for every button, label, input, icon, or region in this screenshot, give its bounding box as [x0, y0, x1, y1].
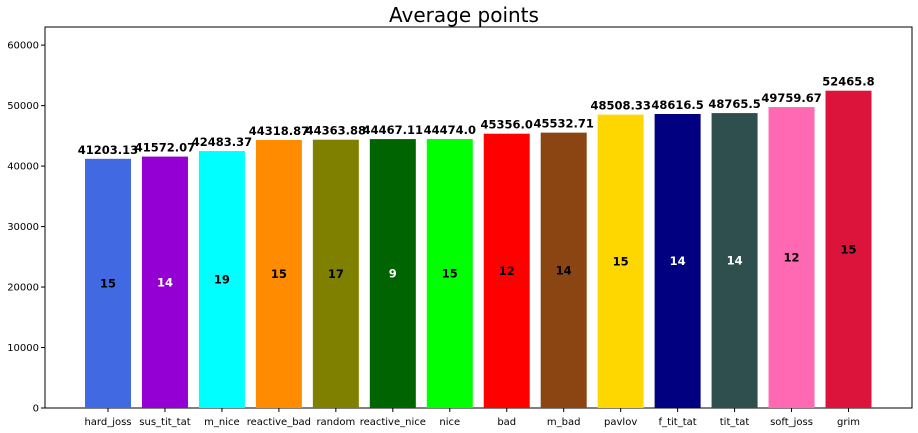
- x-tick-label: m_bad: [547, 417, 581, 428]
- bar-inner-label: 14: [157, 275, 173, 289]
- bar-value-label: 44318.87: [249, 124, 309, 138]
- x-tick-label: hard_joss: [84, 417, 131, 428]
- bar-inner-label: 12: [784, 251, 800, 265]
- bar-f_tit_tat: [654, 113, 701, 408]
- bar-inner-label: 14: [727, 254, 743, 268]
- bar-hard_joss: [85, 158, 131, 408]
- bar-nice: [426, 139, 473, 408]
- bar-reactive_nice: [369, 139, 416, 408]
- bar-inner-label: 9: [389, 267, 397, 281]
- bar-pavlov: [597, 114, 644, 408]
- x-axis: hard_joss sus_tit_tat m_nice reactive_bad ra…: [84, 408, 860, 428]
- bar-inner-label: 19: [214, 273, 230, 287]
- bar-value-label: 41572.07: [135, 141, 195, 155]
- y-tick-label: 60000: [7, 41, 39, 52]
- bar-inner-label: 14: [556, 263, 572, 277]
- y-tick-label: 20000: [7, 283, 39, 294]
- x-tick-label: nice: [439, 417, 460, 428]
- bar-value-label: 52465.8: [822, 75, 874, 89]
- y-tick-label: 40000: [7, 162, 39, 173]
- bar-random: [312, 139, 359, 408]
- bar-inner-label: 14: [670, 254, 686, 268]
- bar-inner-label: 15: [840, 242, 856, 256]
- bar-value-label: 48616.5: [651, 98, 703, 112]
- x-tick-label: soft_joss: [770, 417, 813, 428]
- bar-m_nice: [198, 151, 245, 408]
- bar-sus_tit_tat: [141, 156, 188, 408]
- bar-value-label: 44474.0: [424, 123, 476, 137]
- chart-title: Average points: [389, 3, 539, 27]
- bar-value-label: 45532.71: [533, 117, 593, 131]
- x-tick-label: reactive_nice: [360, 417, 426, 428]
- bars: 41203.13 15 41572.07 14 42483.37 19 44318.87 15…: [78, 75, 875, 409]
- x-tick-label: bad: [497, 417, 516, 428]
- bar-bad: [483, 133, 530, 408]
- bar-soft_joss: [768, 107, 815, 408]
- bar-tit_tat: [711, 113, 758, 408]
- bar-inner-label: 15: [442, 267, 458, 281]
- bar-value-label: 49759.67: [761, 91, 821, 105]
- x-tick-label: reactive_bad: [247, 417, 311, 428]
- y-tick-label: 50000: [7, 101, 39, 112]
- bar-value-label: 48508.33: [590, 99, 650, 113]
- bar-inner-label: 17: [328, 267, 344, 281]
- bar-value-label: 44363.88: [306, 124, 366, 138]
- y-tick-label: 30000: [7, 222, 39, 233]
- bar-inner-label: 12: [499, 264, 515, 278]
- bar-reactive_bad: [255, 139, 302, 408]
- bar-value-label: 44467.11: [363, 123, 423, 137]
- bar-grim: [825, 90, 872, 409]
- x-tick-label: tit_tat: [720, 417, 750, 428]
- x-tick-label: grim: [837, 417, 860, 428]
- bar-value-label: 41203.13: [78, 143, 138, 157]
- x-tick-label: random: [316, 417, 355, 428]
- bar-inner-label: 15: [271, 267, 287, 281]
- x-tick-label: m_nice: [204, 417, 240, 428]
- bar-value-label: 45356.0: [481, 118, 533, 132]
- bar-inner-label: 15: [613, 254, 629, 268]
- x-tick-label: f_tit_tat: [659, 417, 697, 428]
- bar-value-label: 42483.37: [192, 135, 252, 149]
- y-axis: 0 10000 20000 30000 40000 50000 60000: [7, 41, 45, 415]
- bar-inner-label: 15: [100, 276, 116, 290]
- plot-frame: [44, 26, 913, 409]
- y-tick-label: 10000: [7, 343, 39, 354]
- y-tick-label: 0: [33, 404, 39, 415]
- x-tick-label: sus_tit_tat: [139, 417, 190, 428]
- bar-value-label: 48765.5: [708, 97, 760, 111]
- x-tick-label: pavlov: [604, 417, 637, 428]
- bar-m_bad: [540, 132, 587, 409]
